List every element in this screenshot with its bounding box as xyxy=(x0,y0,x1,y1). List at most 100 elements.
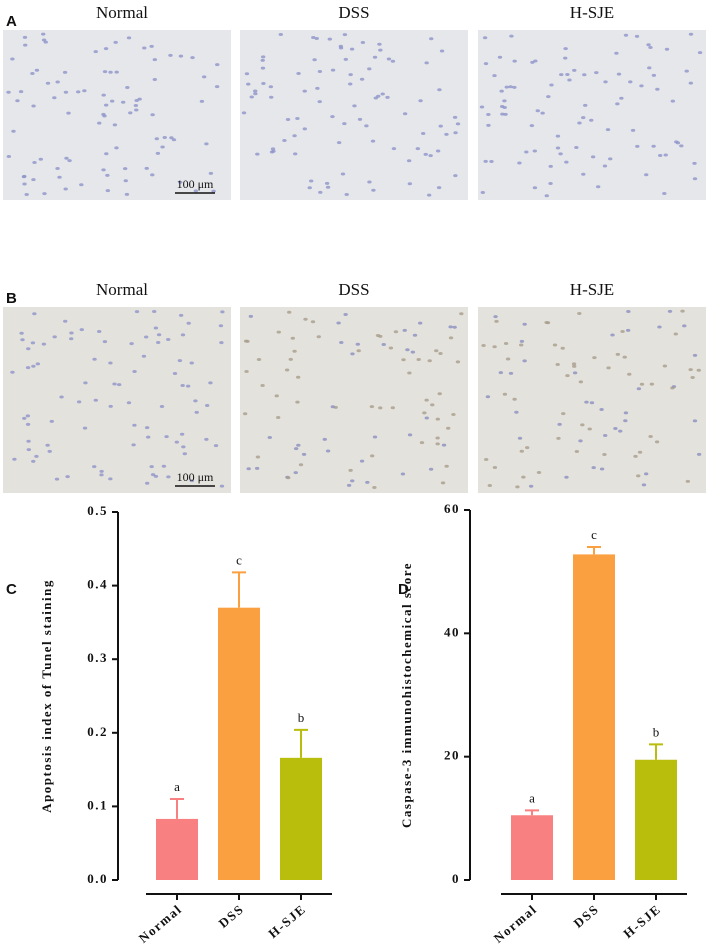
cell-dot xyxy=(348,468,353,472)
y-tick-label: 0.1 xyxy=(87,797,108,812)
cell-dot xyxy=(608,157,613,161)
cell-dot xyxy=(114,146,119,150)
cell-dot xyxy=(481,344,486,348)
cell-dot xyxy=(126,36,132,40)
cell-dot xyxy=(440,481,446,485)
cell-dot xyxy=(97,121,102,125)
cell-dot xyxy=(253,89,258,93)
cell-dot xyxy=(54,477,60,481)
cell-dot xyxy=(293,447,299,451)
cell-dot xyxy=(572,371,578,375)
cell-dot xyxy=(69,331,74,335)
cell-dot xyxy=(103,47,109,51)
cell-dot xyxy=(529,124,535,128)
panel-label: B xyxy=(6,290,17,307)
cell-dot xyxy=(34,68,40,72)
cell-dot xyxy=(696,452,702,456)
cell-dot xyxy=(504,85,509,89)
cell-dot xyxy=(680,309,685,313)
cell-dot xyxy=(26,347,31,351)
cell-dot xyxy=(286,476,291,480)
cell-dot xyxy=(508,85,513,89)
cell-dot xyxy=(606,366,611,370)
cell-dot xyxy=(26,448,31,452)
cell-dot xyxy=(298,463,304,467)
cell-dot xyxy=(193,399,198,403)
cell-dot xyxy=(123,179,128,183)
image-title: H-SJE xyxy=(570,280,614,299)
cell-dot xyxy=(424,416,429,420)
cell-dot xyxy=(352,104,357,108)
cell-dot xyxy=(667,309,673,313)
cell-dot xyxy=(558,152,563,156)
cell-dot xyxy=(448,336,454,340)
cell-dot xyxy=(41,32,46,36)
cell-dot xyxy=(189,361,194,365)
cell-dot xyxy=(178,54,184,58)
cell-dot xyxy=(215,63,220,67)
cell-dot xyxy=(208,171,214,175)
image-title: DSS xyxy=(338,3,369,22)
cell-dot xyxy=(371,188,376,192)
cell-dot xyxy=(483,159,488,163)
cell-dot xyxy=(386,57,392,61)
cell-dot xyxy=(256,358,262,362)
cell-dot xyxy=(528,484,534,488)
cell-dot xyxy=(103,103,109,107)
cell-dot xyxy=(22,35,28,39)
cell-dot xyxy=(150,113,155,117)
cell-dot xyxy=(559,73,564,77)
cell-dot xyxy=(19,331,24,335)
cell-dot xyxy=(674,140,679,144)
cell-dot xyxy=(214,85,220,89)
cell-dot xyxy=(602,164,608,168)
cell-dot xyxy=(126,401,132,405)
cell-dot xyxy=(438,351,443,355)
cell-dot xyxy=(169,136,174,140)
cell-dot xyxy=(314,36,319,40)
cell-dot xyxy=(424,398,429,402)
cell-dot xyxy=(204,404,210,408)
cell-dot xyxy=(293,471,298,475)
cell-dot xyxy=(213,444,219,448)
cell-dot xyxy=(113,40,118,44)
cell-dot xyxy=(302,127,307,131)
cell-dot xyxy=(651,73,657,77)
cell-dot xyxy=(102,70,108,74)
cell-dot xyxy=(336,141,342,145)
cell-dot xyxy=(246,467,251,471)
cell-dot xyxy=(275,415,281,419)
bar xyxy=(511,815,553,880)
cell-dot xyxy=(437,392,442,396)
cell-dot xyxy=(185,384,191,388)
cell-dot xyxy=(355,342,361,346)
cell-dot xyxy=(11,129,16,133)
cell-dot xyxy=(509,34,514,38)
cell-dot xyxy=(401,358,406,362)
cell-dot xyxy=(25,422,31,426)
cell-dot xyxy=(293,152,298,156)
cell-dot xyxy=(372,485,377,489)
cell-dot xyxy=(497,55,503,59)
cell-dot xyxy=(142,46,147,50)
cell-dot xyxy=(546,95,551,99)
cell-dot xyxy=(435,149,441,153)
cell-dot xyxy=(108,361,113,365)
micrograph xyxy=(478,30,706,200)
cell-dot xyxy=(636,387,642,391)
cell-dot xyxy=(393,330,399,334)
cell-dot xyxy=(487,484,493,488)
error-bar xyxy=(232,571,246,608)
cell-dot xyxy=(438,124,443,128)
cell-dot xyxy=(519,449,524,453)
cell-dot xyxy=(565,374,570,378)
cell-dot xyxy=(295,117,300,121)
y-tick-label: 0.4 xyxy=(87,577,108,592)
cell-dot xyxy=(316,335,321,339)
cell-dot xyxy=(178,313,184,317)
cell-dot xyxy=(574,146,579,150)
cell-dot xyxy=(242,412,248,416)
cell-dot xyxy=(325,185,331,189)
cell-dot xyxy=(348,73,353,77)
cell-dot xyxy=(684,69,689,73)
